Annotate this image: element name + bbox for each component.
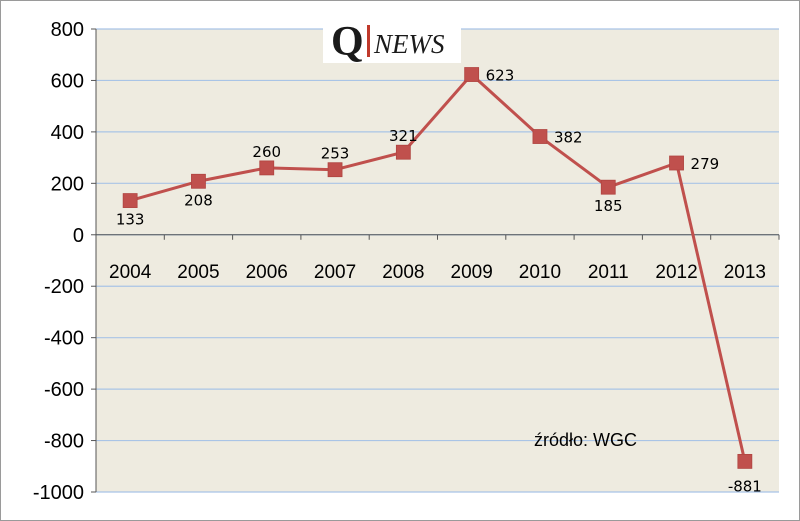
data-label: 260 (252, 143, 281, 161)
x-tick-label: 2005 (177, 262, 219, 283)
x-tick-label: 2008 (382, 262, 424, 283)
x-axis-tick-labels: 2004 2005 2006 2007 2008 2009 2010 2011 2012 2013 (95, 234, 780, 283)
y-tick-label: 400 (51, 122, 84, 144)
data-label: 208 (184, 191, 213, 209)
y-tick-label: 600 (51, 70, 84, 92)
x-tick-label: 2013 (724, 262, 766, 283)
data-label: -881 (728, 477, 762, 495)
data-label: 321 (389, 127, 418, 145)
y-tick-label: -600 (44, 379, 84, 401)
data-markers (122, 67, 753, 469)
data-marker (327, 162, 343, 178)
data-label: 253 (321, 145, 350, 163)
data-marker (464, 67, 480, 82)
x-tick-label: 2012 (655, 262, 697, 283)
qnews-logo: Q NEWS (323, 15, 461, 65)
data-label: 623 (486, 67, 515, 85)
data-marker (669, 155, 684, 171)
source-note: źródło: WGC (534, 430, 637, 450)
data-marker (737, 453, 753, 469)
x-tick-label: 2010 (519, 262, 561, 283)
data-label: 382 (554, 129, 583, 147)
x-tick-label: 2009 (451, 262, 493, 283)
logo-background (323, 15, 461, 63)
y-tick-label: -1000 (33, 482, 84, 504)
y-tick-label: -200 (44, 276, 84, 298)
y-axis-tick-labels: 800 600 400 200 0 -200 -400 -600 -800 -1000 (33, 19, 84, 504)
data-labels: 133 208 260 253 321 623 382 185 279 -881 (116, 67, 762, 496)
x-tick-label: 2007 (314, 262, 356, 283)
data-label: 279 (691, 155, 720, 173)
x-tick-label: 2004 (109, 262, 152, 283)
y-tick-label: -800 (44, 431, 84, 453)
data-label: 185 (594, 197, 623, 215)
y-tick-label: -400 (44, 328, 84, 350)
y-tick-label: 200 (51, 173, 84, 195)
plot-area (96, 29, 779, 492)
data-marker (600, 179, 616, 195)
data-marker (532, 129, 548, 144)
x-tick-label: 2006 (246, 262, 288, 283)
logo-q: Q (331, 19, 364, 65)
x-tick-label: 2011 (588, 262, 629, 283)
y-tick-label: 800 (51, 19, 84, 41)
data-marker (259, 160, 275, 176)
data-label: 133 (116, 211, 145, 229)
data-marker (191, 173, 206, 189)
logo-divider (367, 25, 370, 57)
data-marker (395, 144, 411, 160)
y-tick-label: 0 (73, 225, 84, 247)
data-marker (122, 193, 138, 208)
logo-news: NEWS (373, 29, 445, 59)
series-line (129, 73, 747, 462)
